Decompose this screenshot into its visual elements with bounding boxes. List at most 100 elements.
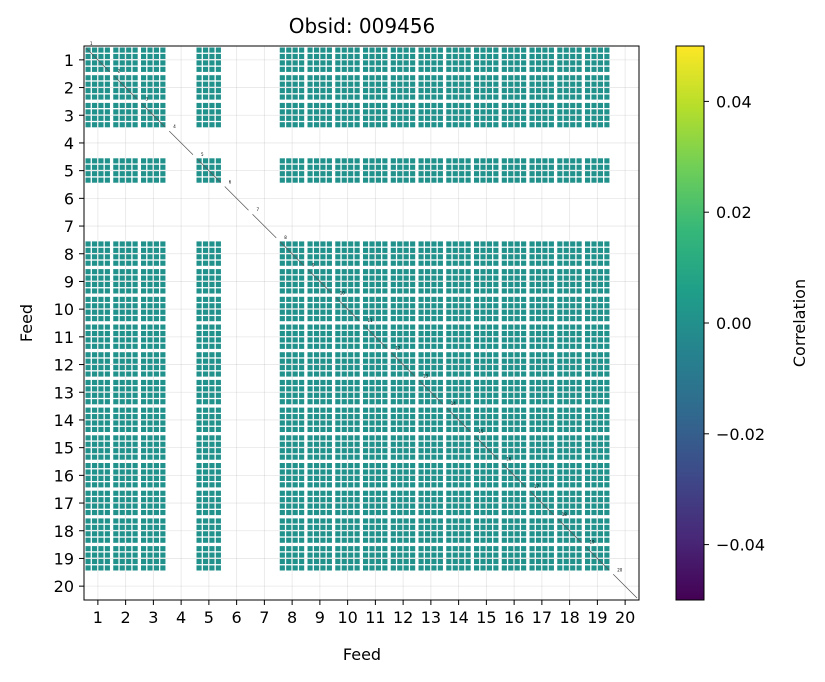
heatmap-cell (196, 47, 202, 53)
heatmap-cell (141, 324, 147, 330)
heatmap-cell (514, 358, 520, 364)
heatmap-cell (341, 47, 347, 53)
heatmap-cell (597, 122, 604, 128)
heatmap-cell (326, 66, 332, 72)
heatmap-cell (91, 288, 98, 294)
heatmap-cell (446, 448, 452, 454)
heatmap-cell (576, 281, 582, 288)
heatmap-cell (326, 53, 332, 60)
heatmap-cell (292, 552, 298, 558)
heatmap-cell (132, 254, 138, 260)
heatmap-cell (91, 531, 98, 537)
heatmap-cell (153, 414, 160, 420)
heatmap-cell (570, 537, 576, 543)
heatmap-cell (104, 463, 110, 469)
heatmap-cell (535, 435, 542, 441)
heatmap-cell (113, 171, 119, 177)
heatmap-cell (459, 482, 465, 488)
heatmap-cell (313, 392, 320, 398)
heatmap-cell (153, 518, 160, 524)
heatmap-cell (486, 503, 493, 509)
heatmap-cell (85, 164, 91, 170)
heatmap-cell (307, 324, 313, 330)
heatmap-cell (597, 497, 604, 503)
heatmap-cell (548, 247, 554, 253)
heatmap-cell (286, 60, 292, 66)
heatmap-cell (196, 441, 202, 447)
heatmap-cell (85, 247, 91, 253)
heatmap-cell (299, 558, 305, 565)
heatmap-cell (521, 392, 527, 398)
heatmap-cell (196, 303, 202, 309)
heatmap-cell (557, 435, 563, 441)
heatmap-cell (501, 309, 507, 315)
heatmap-cell (521, 546, 527, 552)
heatmap-cell (597, 371, 604, 377)
heatmap-cell (132, 509, 138, 516)
x-tick-label: 16 (504, 608, 524, 627)
heatmap-cell (320, 469, 326, 475)
heatmap-cell (452, 475, 458, 481)
heatmap-cell (437, 254, 443, 260)
heatmap-cell (375, 343, 382, 349)
heatmap-cell (576, 260, 582, 266)
heatmap-cell (459, 503, 465, 509)
x-tick-label: 12 (393, 608, 413, 627)
heatmap-cell (313, 47, 320, 53)
colorbar-tick-label: 0.04 (716, 92, 752, 111)
heatmap-cell (446, 94, 452, 100)
heatmap-cell (341, 371, 347, 377)
heatmap-cell (557, 448, 563, 454)
heatmap-cell (153, 158, 160, 164)
heatmap-cell (465, 316, 471, 322)
heatmap-cell (514, 463, 520, 469)
heatmap-cell (501, 414, 507, 420)
heatmap-cell (397, 463, 403, 469)
heatmap-cell (209, 482, 215, 488)
heatmap-cell (215, 565, 221, 571)
heatmap-cell (390, 482, 396, 488)
heatmap-cell (91, 241, 98, 247)
heatmap-cell (153, 94, 160, 100)
heatmap-cell (535, 552, 542, 558)
heatmap-cell (597, 537, 604, 543)
heatmap-cell (403, 420, 409, 426)
heatmap-cell (459, 102, 465, 109)
heatmap-cell (418, 490, 424, 496)
heatmap-cell (557, 158, 563, 164)
heatmap-cell (418, 275, 424, 281)
heatmap-cell (591, 88, 597, 94)
heatmap-cell (160, 352, 166, 358)
heatmap-cell (160, 66, 166, 72)
heatmap-cell (160, 399, 166, 405)
heatmap-cell (418, 330, 424, 337)
heatmap-cell (341, 407, 347, 413)
heatmap-cell (452, 537, 458, 543)
heatmap-cell (480, 546, 486, 552)
heatmap-cell (85, 454, 91, 460)
heatmap-cell (279, 463, 285, 469)
heatmap-cell (465, 399, 471, 405)
heatmap-cell (486, 122, 493, 128)
heatmap-cell (126, 75, 132, 81)
heatmap-cell (85, 448, 91, 454)
heatmap-cell (514, 260, 520, 266)
heatmap-cell (403, 352, 409, 358)
heatmap-cell (320, 518, 326, 524)
heatmap-cell (299, 371, 305, 377)
heatmap-cell (576, 269, 582, 275)
heatmap-cell (119, 392, 125, 398)
heatmap-cell (480, 558, 486, 565)
x-tick-label: 2 (121, 608, 131, 627)
heatmap-cell (209, 565, 215, 571)
heatmap-cell (585, 241, 591, 247)
heatmap-cell (390, 407, 396, 413)
heatmap-cell (570, 503, 576, 509)
heatmap-cell (292, 115, 298, 121)
heatmap-cell (132, 386, 138, 392)
heatmap-cell (132, 53, 138, 60)
heatmap-cell (418, 66, 424, 72)
heatmap-cell (493, 420, 499, 426)
heatmap-cell (390, 420, 396, 426)
heatmap-cell (486, 303, 493, 309)
